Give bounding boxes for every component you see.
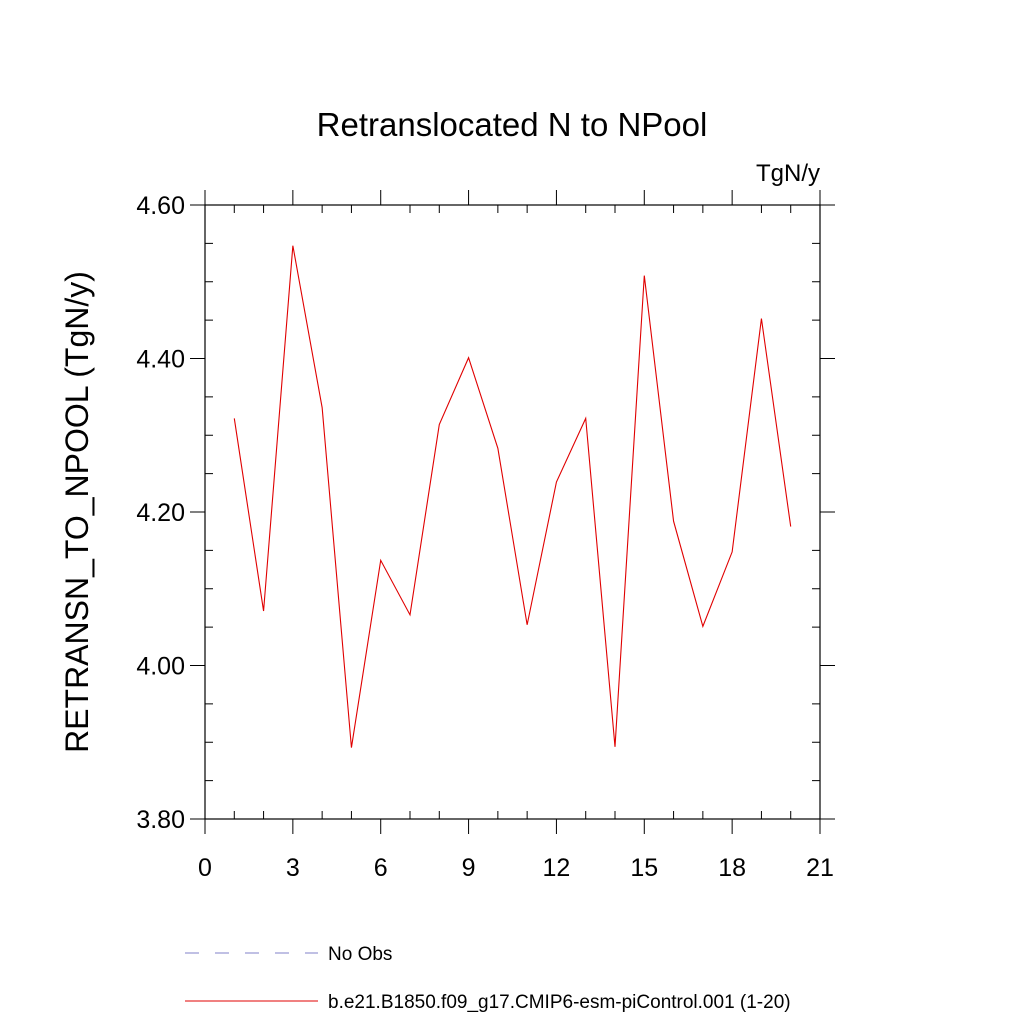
- data-point: [292, 245, 293, 246]
- data-point: [263, 611, 264, 612]
- y-tick-label: 4.20: [136, 499, 185, 527]
- y-tick-label: 3.80: [136, 806, 185, 834]
- data-point: [322, 407, 323, 408]
- data-point: [556, 482, 557, 483]
- data-point: [234, 418, 235, 419]
- data-point: [439, 424, 440, 425]
- data-point: [351, 747, 352, 748]
- x-tick-label: 15: [630, 854, 658, 882]
- x-tick-label: 0: [198, 854, 212, 882]
- x-tick-label: 12: [543, 854, 571, 882]
- y-tick-label: 4.40: [136, 346, 185, 374]
- data-point: [527, 624, 528, 625]
- plot-frame: [204, 204, 821, 820]
- y-tick-label: 4.00: [136, 653, 185, 681]
- data-point: [468, 357, 469, 358]
- x-tick-label: 21: [806, 854, 834, 882]
- data-point: [380, 560, 381, 561]
- units-label: TgN/y: [756, 160, 820, 187]
- y-tick-label: 4.60: [136, 192, 185, 220]
- y-axis-label: RETRANSN_TO_NPOOL (TgN/y): [59, 271, 95, 753]
- x-tick-label: 18: [718, 854, 746, 882]
- data-point: [673, 521, 674, 522]
- x-tick-label: 9: [462, 854, 476, 882]
- data-point: [497, 448, 498, 449]
- data-point: [585, 418, 586, 419]
- data-point: [410, 614, 411, 615]
- legend: No Obs b.e21.B1850.f09_g17.CMIP6-esm-piC…: [185, 944, 791, 1013]
- data-point: [615, 746, 616, 747]
- series-line-1: [233, 245, 792, 748]
- data-point: [644, 275, 645, 276]
- legend-label-no-obs: No Obs: [328, 944, 392, 965]
- data-point: [702, 626, 703, 627]
- x-tick-label: 6: [374, 854, 388, 882]
- series-layer: [233, 245, 792, 748]
- data-point: [732, 551, 733, 552]
- x-tick-label: 3: [286, 854, 300, 882]
- tick-labels: 3.80 4.00 4.20 4.40 4.60 0 3 6 9 12 15 18 21: [136, 192, 834, 882]
- legend-label-model: b.e21.B1850.f09_g17.CMIP6-esm-piControl.…: [328, 992, 791, 1013]
- data-point: [761, 318, 762, 319]
- chart-title: Retranslocated N to NPool: [317, 106, 708, 143]
- data-point: [790, 526, 791, 527]
- axis-ticks: [190, 190, 835, 834]
